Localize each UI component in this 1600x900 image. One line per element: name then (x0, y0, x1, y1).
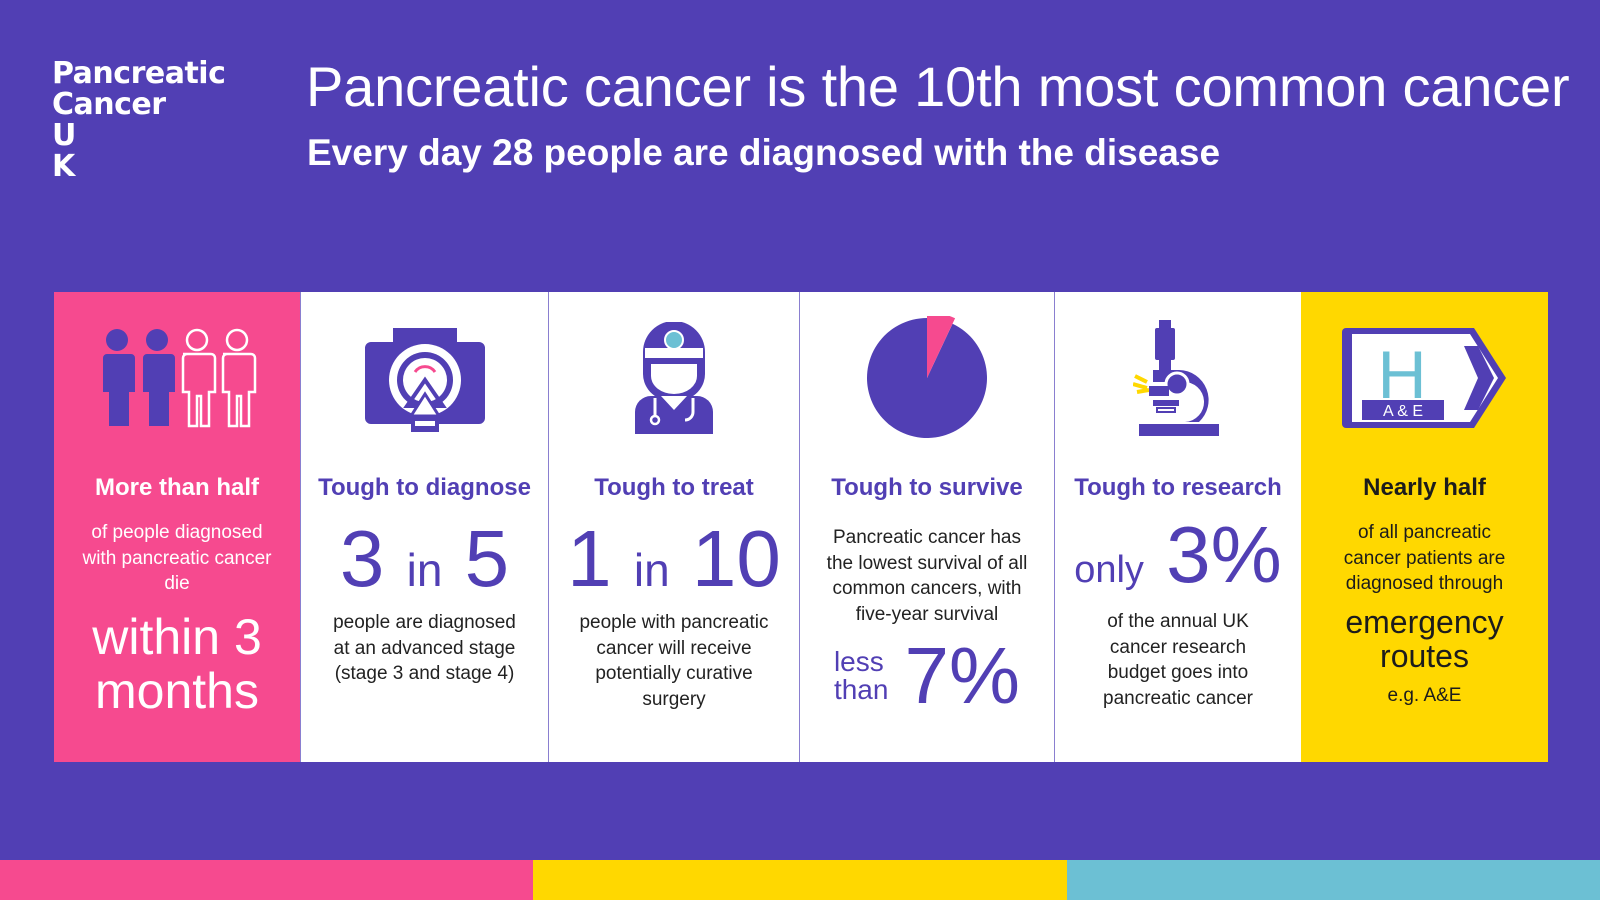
hospital-sign-icon: H A & E (1301, 316, 1548, 440)
logo-line-1: Pancreatic (52, 56, 226, 91)
pie-survival-slice (927, 316, 956, 378)
panel-big-stat: emergency routes (1345, 604, 1504, 674)
footer-color-bars (0, 860, 1600, 900)
stat-word-less: less (833, 646, 884, 677)
stat-number: 10 (691, 514, 781, 603)
panel-text: of people diagnosed with pancreatic canc… (82, 522, 272, 594)
pie-chart-icon (800, 316, 1054, 440)
panel-title: Nearly half (1363, 474, 1486, 501)
panel-text: Pancreatic cancer has the lowest surviva… (826, 527, 1028, 625)
logo-line-4: K (52, 149, 75, 184)
footer-bar-yellow (533, 860, 1067, 900)
page-title: Pancreatic cancer is the 10th most commo… (306, 55, 1570, 118)
stat-word-than: than (833, 674, 889, 705)
panel-stat: only 3% (1055, 512, 1301, 613)
panel-survive: Tough to survive Pancreatic cancer has t… (799, 292, 1054, 762)
microscope-icon (1055, 316, 1301, 440)
stat-qualifier: less than (834, 648, 889, 704)
stat-number: 5 (464, 514, 510, 603)
page-subtitle: Every day 28 people are diagnosed with t… (307, 132, 1221, 173)
stat-number: 3 (339, 514, 385, 603)
stat-word: in (633, 544, 670, 596)
stat-word: only (1074, 549, 1144, 591)
scanner-icon (301, 316, 548, 440)
panel-title: Tough to treat (594, 474, 754, 501)
panel-emergency: H A & E Nearly half of all pancreatic ca… (1301, 292, 1548, 762)
panel-title: Tough to survive (831, 474, 1023, 501)
panel-text: of the annual UK cancer research budget … (1103, 611, 1253, 709)
sign-label: A & E (1382, 403, 1422, 420)
stats-panels: More than half of people diagnosed with … (54, 292, 1548, 762)
logo-line-3: U (52, 118, 76, 153)
panel-title: Tough to diagnose (318, 474, 531, 501)
stat-word: in (406, 544, 443, 596)
surgeon-icon (549, 316, 799, 440)
panel-example: e.g. A&E (1387, 685, 1462, 706)
panel-text: people with pancreatic cancer will recei… (579, 612, 769, 710)
stat-number: 3% (1166, 510, 1282, 599)
panel-stat: less than 7% (800, 636, 1054, 716)
people-icon (54, 316, 300, 440)
footer-bar-pink (0, 860, 534, 900)
panel-treat: Tough to treat 1 in 10 people with pancr… (548, 292, 799, 762)
panel-text: people are diagnosed at an advanced stag… (333, 612, 516, 684)
logo: Pancreatic Cancer U K (52, 56, 226, 184)
panel-research: Tough to research only 3% of the annual … (1054, 292, 1301, 762)
panel-title: More than half (94, 474, 259, 501)
footer-bar-teal (1066, 860, 1600, 900)
panel-diagnose: Tough to diagnose 3 in 5 people are diag… (300, 292, 548, 762)
panel-big-stat: within 3 months (92, 609, 262, 719)
logo-line-2: Cancer (52, 87, 166, 122)
panel-stat: 1 in 10 (549, 516, 799, 613)
panel-text: of all pancreatic cancer patients are di… (1343, 522, 1506, 594)
panel-stat: 3 in 5 (301, 516, 548, 613)
panel-deaths: More than half of people diagnosed with … (54, 292, 300, 762)
panel-title: Tough to research (1074, 474, 1282, 501)
stat-number: 1 (567, 514, 612, 603)
stat-number: 7% (904, 631, 1021, 720)
